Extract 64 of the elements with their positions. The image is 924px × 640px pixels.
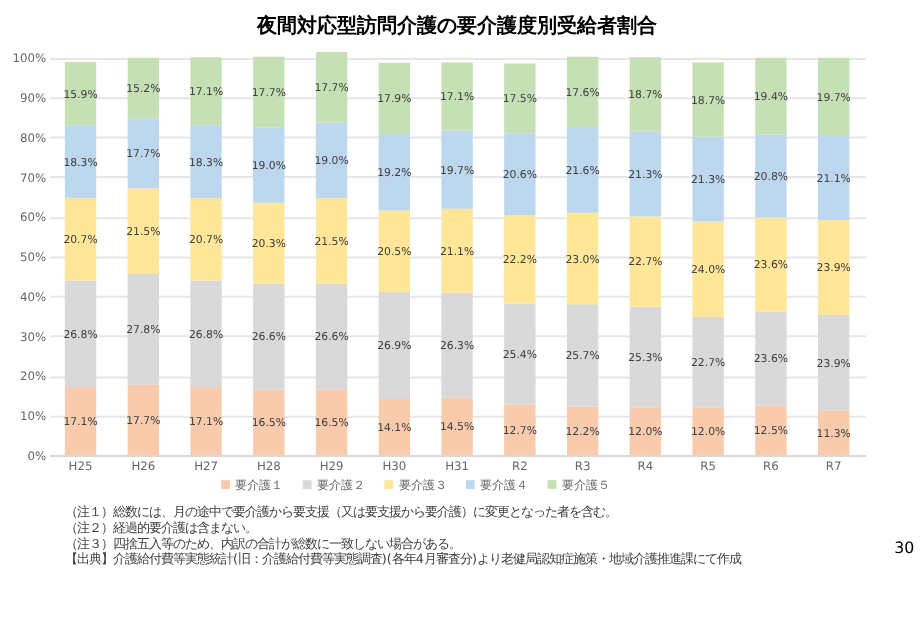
bar: [64, 125, 97, 199]
bar: [692, 407, 724, 456]
bar: [755, 311, 787, 406]
bar: [755, 217, 787, 312]
bar: [504, 215, 536, 304]
bar: [692, 221, 724, 318]
bar: [378, 291, 411, 400]
bar: [378, 134, 411, 211]
bar: [566, 126, 599, 213]
bar: [817, 219, 850, 316]
bar: [190, 57, 222, 126]
bar: [441, 208, 473, 293]
bar: [566, 56, 599, 127]
bar: [692, 317, 724, 408]
bar: [64, 62, 97, 126]
bar: [315, 283, 348, 390]
bar: [378, 210, 411, 292]
text: 30: [894, 539, 915, 558]
bar: [64, 280, 97, 388]
bar: [315, 122, 348, 199]
bar: [127, 384, 159, 456]
bar: [504, 133, 536, 216]
chart-title: 夜間対応型訪問介護の要介護度別受給者割合: [255, 13, 660, 38]
bar: [692, 62, 724, 137]
bar: [127, 57, 159, 119]
bar: [755, 134, 787, 218]
bar: [629, 216, 662, 307]
bar: [441, 130, 473, 209]
bar: [441, 397, 473, 456]
bar: [127, 274, 159, 385]
bar: [817, 57, 850, 137]
bar: [441, 292, 473, 398]
bar: [127, 118, 159, 189]
bar: [315, 198, 348, 284]
bar: [253, 202, 285, 284]
bar: [817, 315, 850, 411]
bar: [190, 280, 222, 388]
bar: [64, 387, 97, 456]
bar: [253, 283, 285, 390]
bar: [566, 212, 599, 305]
bar: [755, 405, 787, 456]
bar: [629, 131, 662, 217]
bar: [629, 306, 662, 408]
bar: [127, 188, 159, 275]
bar: [253, 127, 285, 203]
bar: [190, 125, 222, 199]
bar: [315, 52, 348, 123]
bar: [504, 303, 536, 405]
bar: [504, 404, 536, 456]
bar: [566, 304, 599, 407]
bar: [315, 389, 348, 456]
bar: [378, 399, 411, 456]
bar: [253, 389, 285, 456]
bar: [441, 62, 473, 131]
bar: [755, 57, 787, 135]
bar: [504, 63, 536, 134]
bar: [253, 56, 285, 128]
bar: [64, 198, 97, 281]
bar: [692, 136, 724, 222]
bar: [190, 198, 222, 281]
bar: [817, 136, 850, 220]
bar: [378, 62, 411, 135]
bar: [190, 387, 222, 456]
bar: [629, 57, 662, 132]
